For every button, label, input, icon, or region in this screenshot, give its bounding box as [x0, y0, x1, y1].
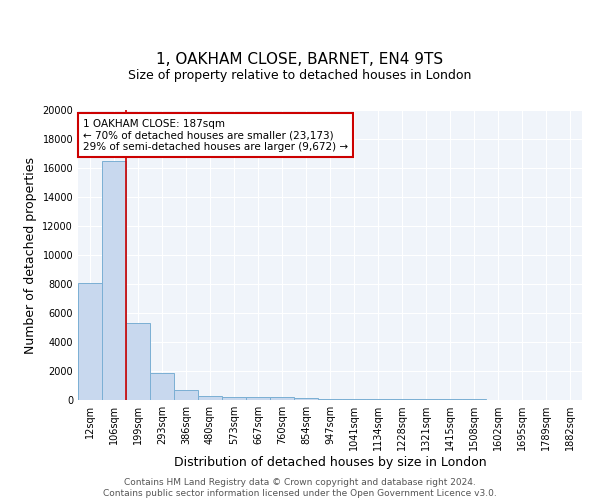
Bar — [270, 398, 294, 400]
Text: 1, OAKHAM CLOSE, BARNET, EN4 9TS: 1, OAKHAM CLOSE, BARNET, EN4 9TS — [157, 52, 443, 68]
Bar — [150, 373, 174, 400]
Text: Size of property relative to detached houses in London: Size of property relative to detached ho… — [128, 70, 472, 82]
Bar — [78, 284, 102, 400]
Text: 1 OAKHAM CLOSE: 187sqm
← 70% of detached houses are smaller (23,173)
29% of semi: 1 OAKHAM CLOSE: 187sqm ← 70% of detached… — [83, 118, 348, 152]
Bar — [366, 399, 390, 400]
Bar — [126, 323, 150, 400]
Bar — [318, 399, 342, 400]
Bar — [294, 398, 318, 400]
Bar — [198, 396, 222, 400]
X-axis label: Distribution of detached houses by size in London: Distribution of detached houses by size … — [173, 456, 487, 469]
Y-axis label: Number of detached properties: Number of detached properties — [24, 156, 37, 354]
Bar — [102, 161, 126, 400]
Bar — [342, 399, 366, 400]
Text: Contains HM Land Registry data © Crown copyright and database right 2024.
Contai: Contains HM Land Registry data © Crown c… — [103, 478, 497, 498]
Bar — [246, 397, 270, 400]
Bar — [222, 396, 246, 400]
Bar — [174, 390, 198, 400]
